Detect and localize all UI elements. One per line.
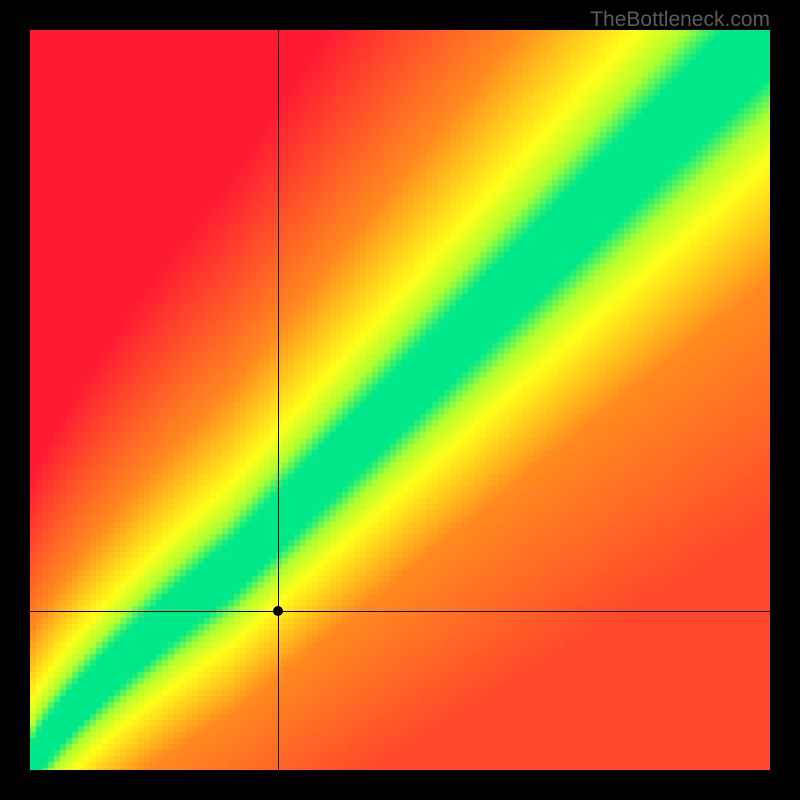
crosshair-marker-dot: [273, 606, 283, 616]
crosshair-vertical: [278, 30, 279, 770]
crosshair-horizontal: [30, 611, 770, 612]
watermark-text: TheBottleneck.com: [590, 8, 770, 32]
heatmap-plot: [30, 30, 770, 770]
heatmap-canvas: [30, 30, 770, 770]
